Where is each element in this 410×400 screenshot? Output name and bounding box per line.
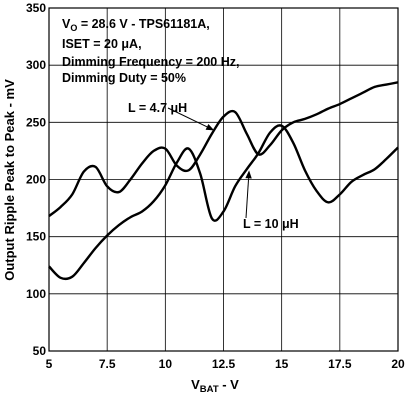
x-tick-labels: 5 7.5 10 12.5 15 17.5 20: [46, 357, 405, 371]
x-tick-label: 7.5: [99, 357, 116, 371]
y-tick-label: 250: [26, 115, 46, 129]
y-tick-labels: 50 100 150 200 250 300 350: [26, 1, 46, 358]
series-label-text-4-7uh: L = 4.7 μH: [128, 101, 187, 115]
series-line-4-7uh: [48, 81, 399, 218]
condition-vo: VO = 28.6 V - TPS61181A,: [62, 17, 210, 33]
y-tick-label: 200: [26, 173, 46, 187]
x-tick-label: 20: [391, 357, 405, 371]
plot-frame: [48, 7, 399, 352]
y-tick-label: 100: [26, 287, 46, 301]
x-axis-title: VBAT - V: [191, 377, 239, 395]
leader-line-4-7uh: [167, 107, 208, 128]
condition-dimming-duty: Dimming Duty = 50%: [62, 71, 186, 85]
arrowhead-4-7uh: [205, 123, 215, 131]
y-tick-label: 300: [26, 58, 46, 72]
x-tick-label: 10: [159, 357, 173, 371]
condition-iset: ISET = 20 μA,: [62, 37, 142, 51]
x-tick-label: 17.5: [328, 357, 352, 371]
y-tick-label: 150: [26, 230, 46, 244]
series-label-text-10uh: L = 10 μH: [243, 217, 299, 231]
y-tick-label: 50: [33, 344, 47, 358]
series-layer: [48, 81, 399, 281]
y-axis-title: Output Ripple Peak to Peak - mV: [2, 79, 17, 281]
leader-line-10uh: [245, 178, 250, 219]
condition-dimming-frequency: Dimming Frequency = 200 Hz,: [62, 55, 239, 69]
x-tick-label: 12.5: [212, 357, 236, 371]
x-tick-label: 5: [46, 357, 53, 371]
y-tick-label: 350: [26, 1, 46, 15]
series-label-10uh: L = 10 μH: [243, 170, 299, 231]
conditions-note: VO = 28.6 V - TPS61181A, ISET = 20 μA, D…: [62, 17, 239, 85]
grid: [49, 8, 398, 351]
series-label-4-7uh: L = 4.7 μH: [128, 101, 215, 131]
x-tick-label: 15: [275, 357, 289, 371]
series-line-10uh: [48, 124, 399, 281]
arrowhead-10uh: [245, 170, 252, 179]
